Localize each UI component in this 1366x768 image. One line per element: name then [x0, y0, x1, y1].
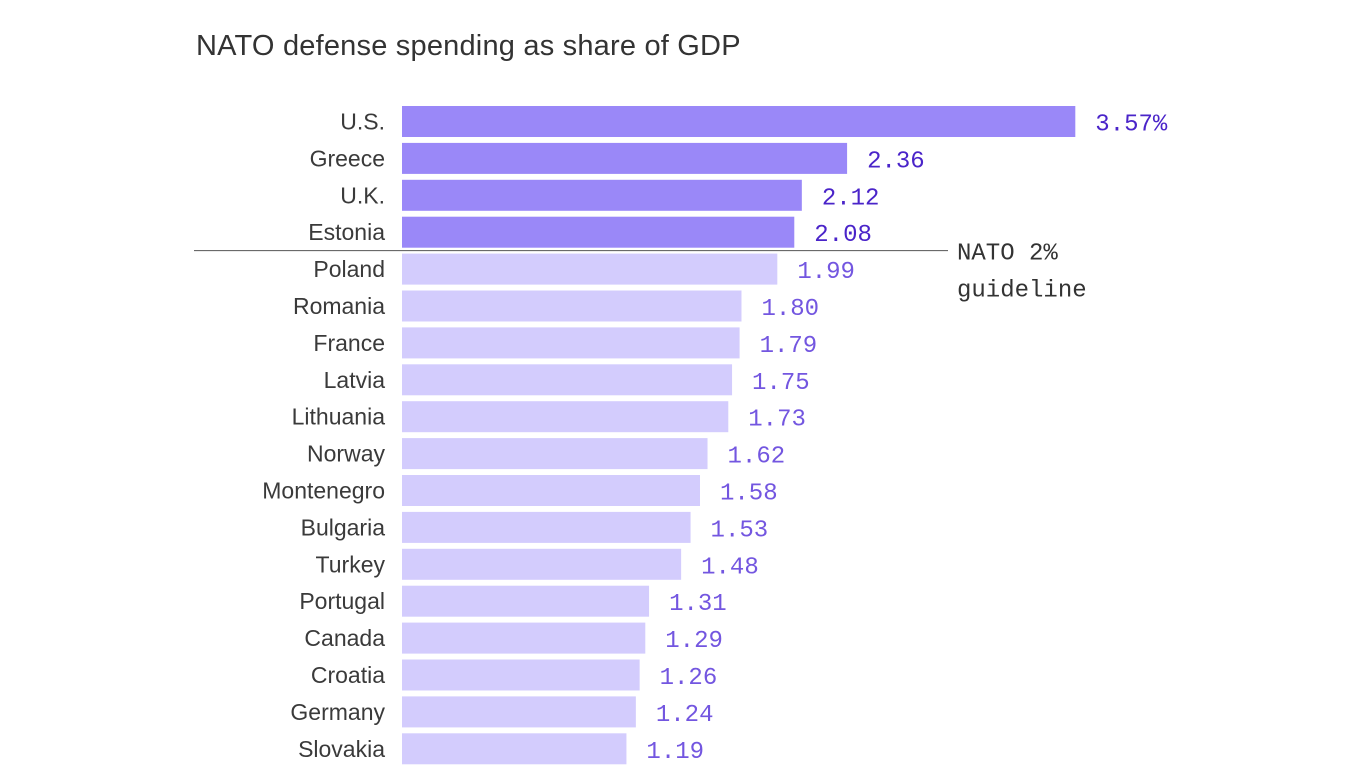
bar-germany [402, 696, 636, 728]
category-label: Montenegro [262, 478, 385, 504]
bar-portugal [402, 585, 650, 617]
bar-bulgaria [402, 511, 691, 543]
bar-u-s [402, 106, 1076, 137]
chart-title: NATO defense spending as share of GDP [196, 30, 741, 62]
value-label: 1.48 [701, 554, 759, 581]
bar-lithuania [402, 401, 729, 433]
value-label: 2.36 [867, 148, 925, 175]
category-label: Turkey [316, 551, 386, 577]
category-label: U.S. [340, 109, 385, 135]
bar-canada [402, 622, 646, 654]
bar-montenegro [402, 475, 700, 506]
category-label: Poland [313, 256, 385, 282]
value-label: 1.79 [760, 333, 818, 360]
bar-france [402, 327, 740, 359]
category-label: U.K. [340, 182, 385, 208]
category-label: Slovakia [298, 736, 385, 762]
bar-turkey [402, 548, 682, 580]
category-label: Latvia [324, 367, 386, 393]
category-label: Estonia [308, 219, 385, 245]
category-label: Canada [304, 625, 385, 651]
bar-croatia [402, 659, 640, 691]
value-label: 1.99 [797, 259, 855, 286]
value-label: 1.31 [669, 591, 727, 618]
guideline-label-line-2: guideline [957, 278, 1087, 305]
bar-latvia [402, 364, 733, 396]
category-label: Bulgaria [301, 514, 386, 540]
bar-estonia [402, 216, 795, 248]
category-label: Norway [307, 441, 385, 467]
category-label: Greece [310, 145, 385, 171]
category-label: Portugal [299, 588, 385, 614]
value-label: 1.80 [761, 296, 819, 323]
value-label: 1.19 [646, 739, 704, 766]
value-label: 1.53 [711, 517, 769, 544]
bar-poland [402, 253, 778, 285]
value-label: 2.08 [814, 222, 872, 249]
bar-greece [402, 142, 848, 174]
value-label: 1.58 [720, 481, 778, 508]
value-label: 1.29 [665, 628, 723, 655]
bar-slovakia [402, 733, 627, 765]
value-label: 2.12 [822, 185, 880, 212]
category-label: France [313, 330, 385, 356]
value-label: 1.62 [728, 444, 786, 471]
category-label: Romania [293, 293, 385, 319]
bar-romania [402, 290, 742, 322]
value-label: 1.26 [660, 665, 718, 692]
bar-norway [402, 438, 708, 470]
guideline-label-line-1: NATO 2% [957, 241, 1058, 268]
category-label: Germany [290, 699, 385, 725]
category-label: Lithuania [292, 404, 386, 430]
value-label: 1.75 [752, 370, 810, 397]
value-label: 3.57% [1095, 112, 1168, 139]
bar-u-k [402, 179, 802, 211]
value-label: 1.24 [656, 702, 714, 729]
category-label: Croatia [311, 662, 385, 688]
value-label: 1.73 [748, 407, 806, 434]
